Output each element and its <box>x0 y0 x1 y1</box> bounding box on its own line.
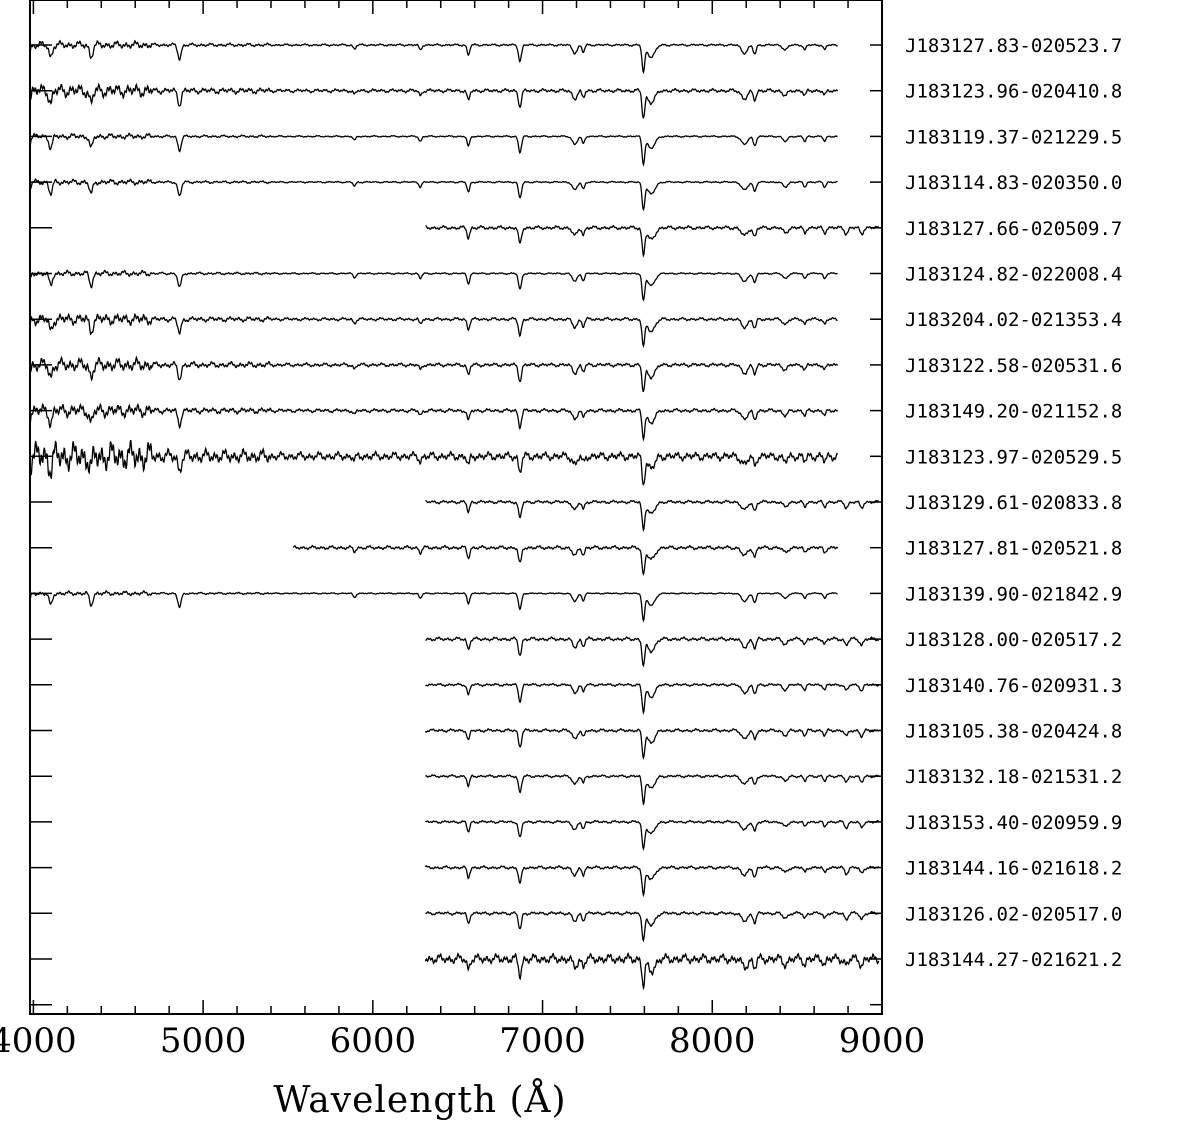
spectrum-label: J183127.81-020521.8 <box>905 538 1122 560</box>
x-tick-label: 4000 <box>0 1021 77 1061</box>
spectrum-line <box>29 132 838 167</box>
spectrum-line <box>424 727 880 761</box>
x-tick-label: 7000 <box>499 1021 586 1061</box>
x-tick-label: 9000 <box>839 1021 926 1061</box>
spectrum-line <box>29 178 838 212</box>
spectrum-label: J183149.20-021152.8 <box>905 401 1122 423</box>
spectrum-line <box>29 402 838 442</box>
spectrum-line <box>29 82 839 119</box>
spectrum-line <box>29 355 839 393</box>
minor-ticks <box>32 0 883 1014</box>
spectrum-label: J183123.96-020410.8 <box>905 81 1122 103</box>
spectrum-label: J183123.97-020529.5 <box>905 446 1122 468</box>
spectrum-label: J183114.83-020350.0 <box>905 172 1122 194</box>
spectrum-line <box>292 544 839 577</box>
spectrum-label: J183129.61-020833.8 <box>905 492 1122 514</box>
x-tick-label: 6000 <box>330 1021 417 1061</box>
spectrum-label: J183132.18-021531.2 <box>905 766 1122 788</box>
spectrum-line <box>425 636 879 668</box>
spectrum-line <box>425 774 879 806</box>
x-tick-label: 5000 <box>160 1021 247 1061</box>
spectrum-labels: J183127.83-020523.7 J183123.96-020410.8 J1… <box>905 35 1122 971</box>
spectrum-label: J183139.90-021842.9 <box>905 583 1122 605</box>
spectrum-label: J183153.40-020959.9 <box>905 812 1122 834</box>
spectrum-line <box>424 952 880 991</box>
spectrum-line <box>29 312 838 349</box>
spectrum-line <box>29 269 838 302</box>
spectrum-line <box>424 864 880 898</box>
spectrum-label: J183144.27-021621.2 <box>905 949 1122 971</box>
spectrum-line <box>425 224 879 258</box>
x-axis-title: Wavelength (Å) <box>273 1079 566 1121</box>
spectrum-line <box>29 589 838 623</box>
spectrum-line <box>29 39 838 75</box>
spectrum-line <box>425 499 879 533</box>
spectrum-line <box>425 819 880 851</box>
spectrum-label: J183105.38-020424.8 <box>905 721 1122 743</box>
spectrum-line <box>425 910 880 943</box>
plot-frame <box>29 0 883 1015</box>
spectrum-label: J183128.00-020517.2 <box>905 629 1122 651</box>
spectrum-label: J183127.83-020523.7 <box>905 35 1122 57</box>
spectrum-line <box>29 439 839 486</box>
spectrum-label: J183122.58-020531.6 <box>905 355 1122 377</box>
spectrum-label: J183126.02-020517.0 <box>905 903 1122 925</box>
spectrum-label: J183124.82-022008.4 <box>905 264 1122 286</box>
spectrum-label: J183119.37-021229.5 <box>905 126 1122 148</box>
x-tick-labels: 4000 5000 6000 7000 8000 9000 <box>0 1021 925 1061</box>
spectra-group <box>29 39 880 991</box>
spectrum-label: J183140.76-020931.3 <box>905 675 1122 697</box>
spectrum-label: J183204.02-021353.4 <box>905 309 1122 331</box>
x-tick-label: 8000 <box>669 1021 756 1061</box>
spectrum-label: J183127.66-020509.7 <box>905 218 1122 240</box>
spectrum-line <box>425 682 879 715</box>
spectrum-label: J183144.16-021618.2 <box>905 858 1122 880</box>
